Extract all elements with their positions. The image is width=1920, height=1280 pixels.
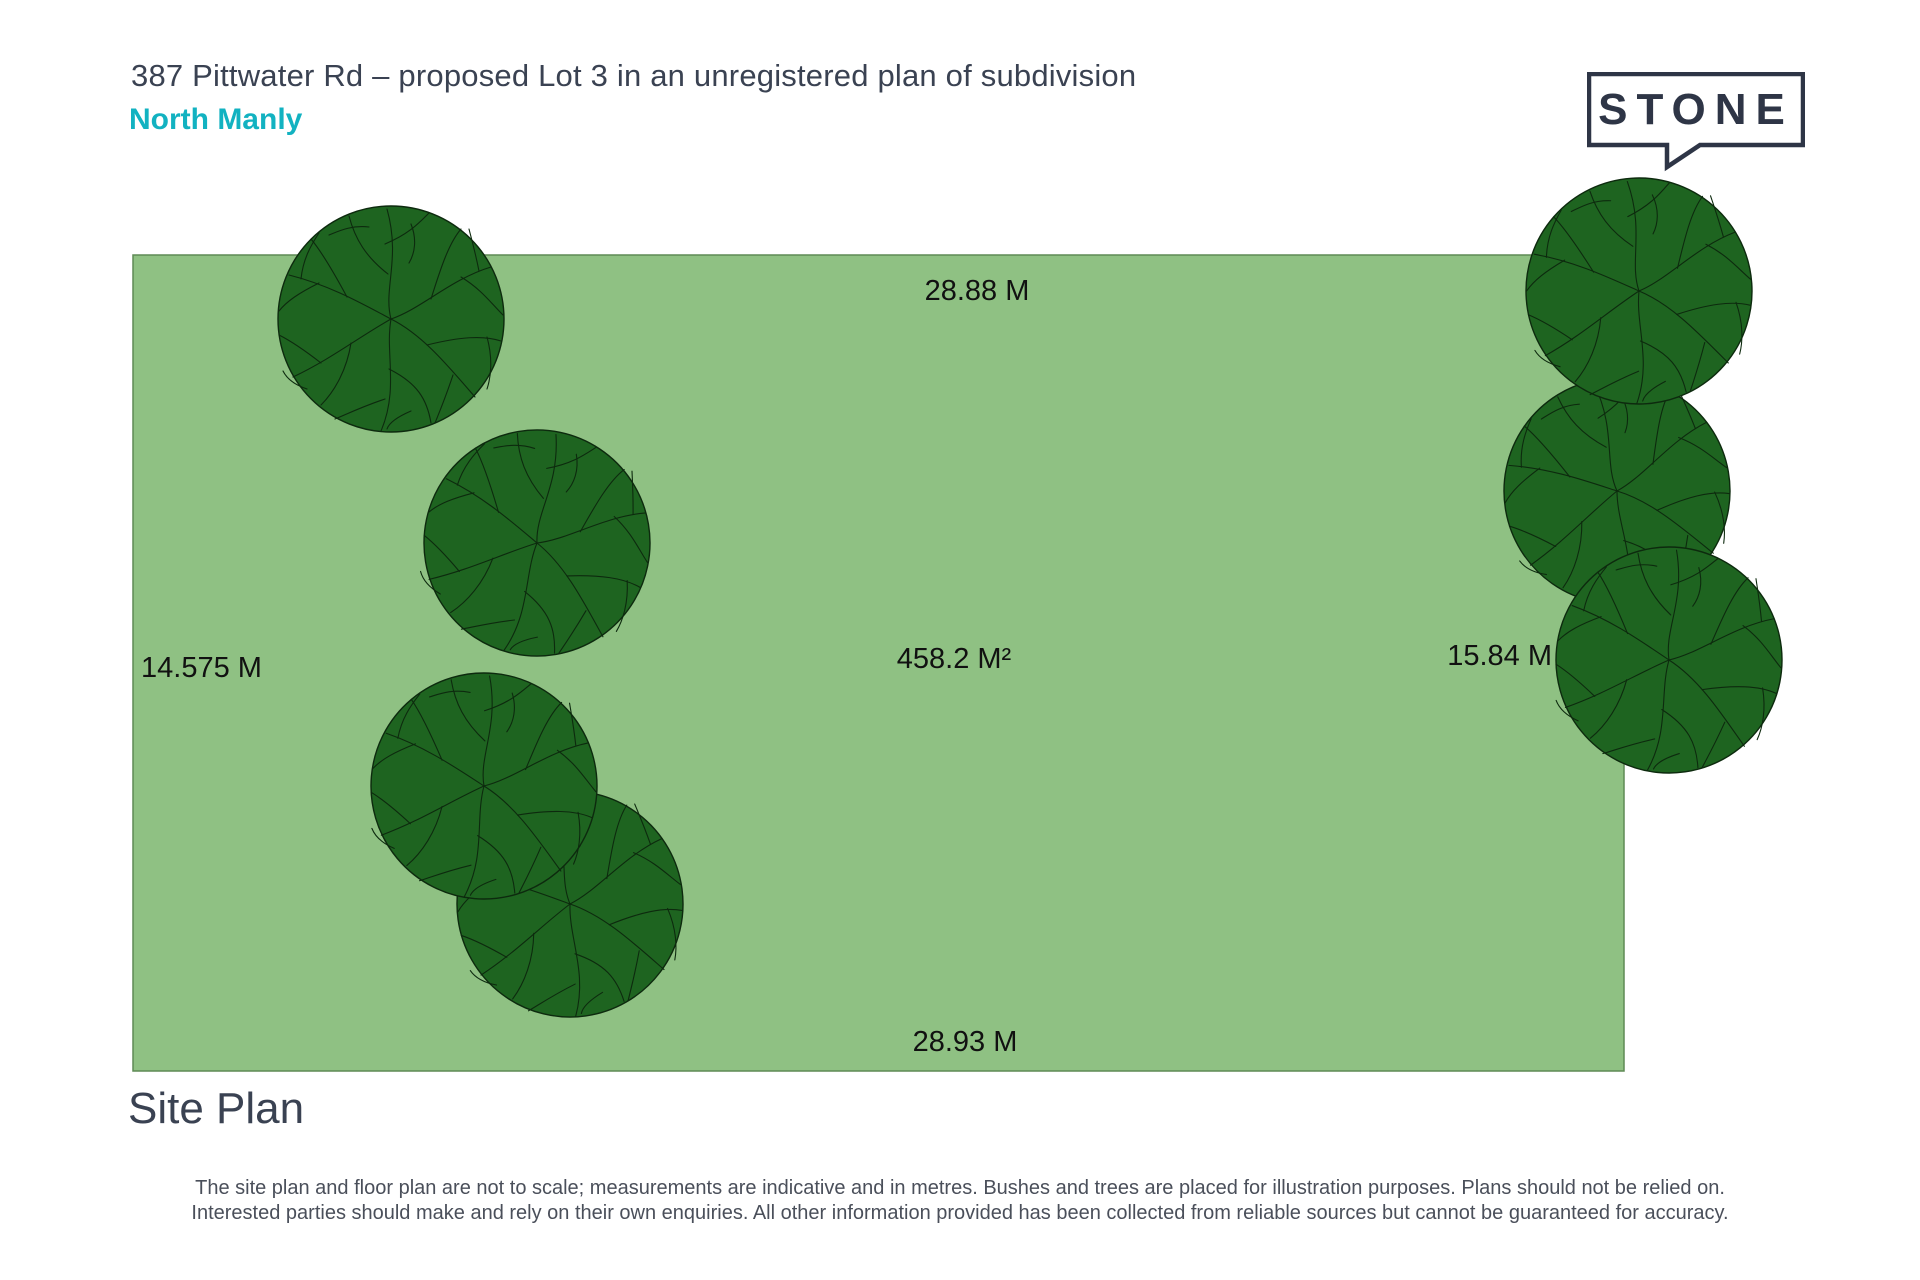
- page-title: 387 Pittwater Rd – proposed Lot 3 in an …: [131, 58, 1137, 93]
- disclaimer-line: The site plan and floor plan are not to …: [195, 1177, 1725, 1199]
- dimension-bottom: 28.93 M: [913, 1026, 1018, 1058]
- dimension-top: 28.88 M: [925, 275, 1030, 307]
- logo-text: STONE: [1598, 85, 1794, 134]
- lot-area: 458.2 M²: [897, 643, 1012, 675]
- disclaimer-line: Interested parties should make and rely …: [191, 1202, 1729, 1224]
- stone-logo: STONE: [1587, 72, 1805, 172]
- tree-canopy-icon: [277, 205, 505, 433]
- dimension-left: 14.575 M: [141, 652, 262, 684]
- suburb-name: North Manly: [129, 103, 303, 136]
- dimension-right: 15.84 M: [1447, 640, 1552, 672]
- disclaimer: The site plan and floor plan are not to …: [100, 1176, 1820, 1226]
- site-plan-label: Site Plan: [128, 1084, 305, 1133]
